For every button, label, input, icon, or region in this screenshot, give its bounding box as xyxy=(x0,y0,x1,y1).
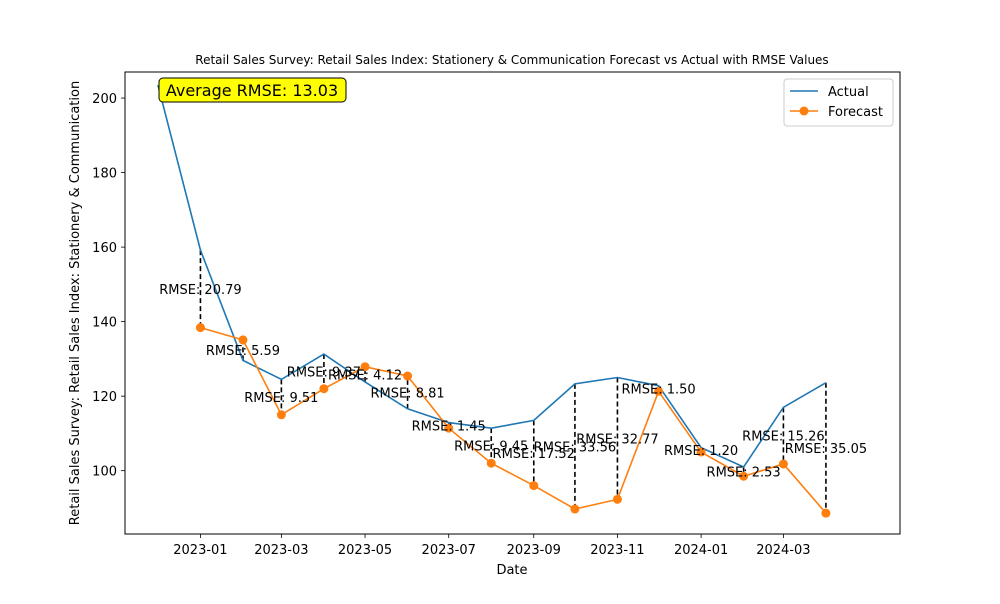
x-tick-label: 2023-01 xyxy=(173,543,227,558)
forecast-point xyxy=(276,410,286,420)
forecast-point xyxy=(319,384,329,394)
forecast-point xyxy=(529,481,539,491)
average-rmse-label: Average RMSE: 13.03 xyxy=(166,81,338,100)
x-tick-label: 2023-03 xyxy=(254,543,308,558)
legend-label-actual: Actual xyxy=(828,85,869,100)
rmse-label: RMSE: 35.05 xyxy=(785,442,867,457)
forecast-point xyxy=(696,447,706,457)
rmse-label: RMSE: 9.37 xyxy=(287,365,361,380)
forecast-point xyxy=(570,504,580,514)
rmse-label: RMSE: 4.12 xyxy=(328,368,402,383)
rmse-label: RMSE: 17.52 xyxy=(493,447,575,462)
rmse-label: RMSE: 15.26 xyxy=(742,430,824,445)
rmse-label: RMSE: 5.59 xyxy=(206,344,280,359)
forecast-point xyxy=(654,386,664,396)
forecast-point xyxy=(821,508,831,518)
forecast-point xyxy=(238,335,248,345)
y-tick-label: 140 xyxy=(92,316,117,331)
y-tick-label: 200 xyxy=(92,92,117,107)
average-rmse-box xyxy=(158,77,347,103)
rmse-label: RMSE: 32.77 xyxy=(576,432,658,447)
plot-area: 2023-01 2023-03 2023-05 2023-07 2023-09 2023-… xyxy=(92,71,901,558)
rmse-label: RMSE: 2.53 xyxy=(707,466,781,481)
rmse-label: RMSE: 9.51 xyxy=(244,391,318,406)
y-tick-label: 160 xyxy=(92,241,117,256)
rmse-label: RMSE: 33.56 xyxy=(534,440,616,455)
x-tick-label: 2023-09 xyxy=(507,543,561,558)
forecast-point xyxy=(612,494,622,504)
plot-frame xyxy=(124,71,901,535)
forecast-point xyxy=(444,423,454,433)
x-axis-label: Date xyxy=(496,563,527,578)
forecast-point xyxy=(403,371,413,381)
series-line-forecast xyxy=(200,326,827,514)
x-tick-label: 2023-05 xyxy=(338,543,392,558)
x-tick-label: 2023-11 xyxy=(590,543,644,558)
chart-title: Retail Sales Survey: Retail Sales Index:… xyxy=(195,53,828,67)
x-tick-label: 2024-01 xyxy=(674,543,728,558)
rmse-label: RMSE: 9.45 xyxy=(454,440,528,455)
rmse-label: RMSE: 1.20 xyxy=(664,444,738,459)
forecast-point xyxy=(195,323,205,333)
forecast-point xyxy=(739,471,749,481)
forecast-point xyxy=(360,362,370,372)
rmse-label: RMSE: 20.79 xyxy=(159,283,241,298)
rmse-label: RMSE: 1.50 xyxy=(621,383,695,398)
series-line-actual xyxy=(157,84,827,468)
x-tick-label: 2023-07 xyxy=(422,543,476,558)
rmse-label: RMSE: 1.45 xyxy=(412,419,486,434)
x-tick-label: 2024-03 xyxy=(756,543,810,558)
y-tick-label: 120 xyxy=(92,390,117,405)
y-tick-label: 180 xyxy=(92,167,117,182)
forecast-point xyxy=(778,459,788,469)
y-axis-label: Retail Sales Survey: Retail Sales Index:… xyxy=(68,81,83,525)
forecast-point xyxy=(486,458,496,468)
legend-marker-forecast xyxy=(799,106,809,116)
y-tick-label: 100 xyxy=(92,465,117,480)
legend: Actual Forecast xyxy=(783,78,894,127)
legend-label-forecast: Forecast xyxy=(828,105,883,120)
rmse-label: RMSE: 8.81 xyxy=(370,386,444,401)
